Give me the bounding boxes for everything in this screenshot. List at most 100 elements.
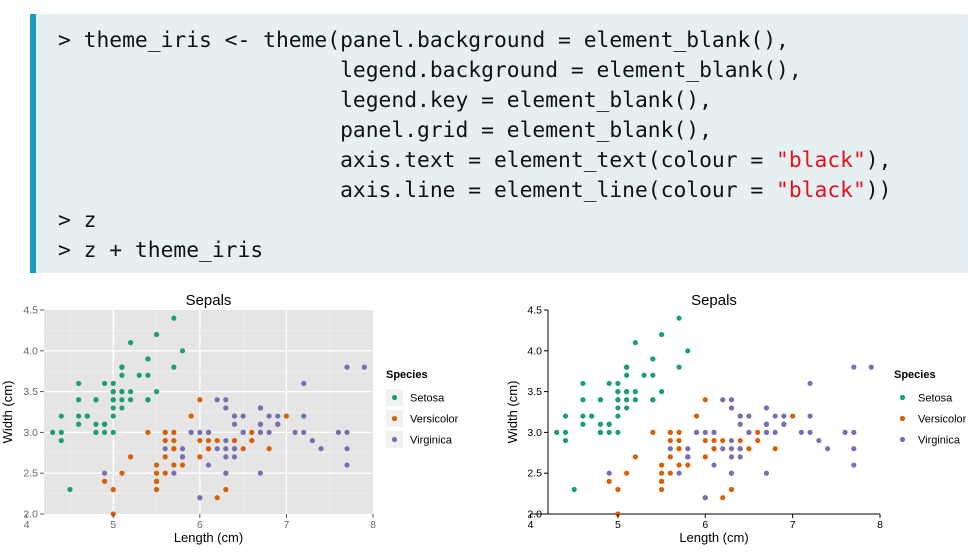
x-tick-label: 6 — [702, 519, 708, 531]
data-point-virginica — [344, 364, 350, 370]
data-point-setosa — [676, 315, 682, 321]
data-point-versicolor — [205, 446, 212, 452]
data-point-virginica — [301, 380, 307, 387]
data-point-versicolor — [772, 446, 778, 452]
data-point-versicolor — [171, 446, 177, 452]
data-point-virginica — [162, 446, 168, 452]
data-point-setosa — [145, 372, 151, 378]
data-point-virginica — [728, 397, 735, 403]
code-line: legend.key = element_blank(), — [58, 88, 712, 113]
data-point-versicolor — [223, 486, 229, 493]
data-point-setosa — [624, 364, 630, 370]
y-tick-label: 2.0 — [23, 509, 38, 521]
code-line: > theme_iris <- theme(panel.background =… — [58, 28, 789, 53]
data-point-virginica — [781, 421, 787, 427]
data-point-setosa — [127, 389, 134, 395]
data-point-versicolor — [188, 413, 194, 419]
data-point-virginica — [685, 446, 691, 452]
data-point-versicolor — [790, 413, 796, 419]
data-point-setosa — [110, 380, 116, 387]
data-point-setosa — [650, 356, 656, 362]
data-point-virginica — [763, 470, 770, 476]
data-point-virginica — [737, 454, 743, 460]
data-point-setosa — [127, 397, 134, 403]
y-tick-label: 2.5 — [527, 468, 542, 480]
data-point-setosa — [110, 413, 116, 419]
data-point-setosa — [624, 405, 630, 411]
data-point-virginica — [205, 462, 212, 468]
data-point-setosa — [76, 380, 82, 387]
data-point-virginica — [868, 364, 874, 370]
data-point-versicolor — [162, 437, 168, 444]
data-point-virginica — [197, 429, 203, 435]
data-point-setosa — [658, 389, 665, 395]
data-point-setosa — [580, 421, 586, 427]
data-point-virginica — [772, 429, 778, 435]
data-point-setosa — [76, 397, 82, 403]
data-point-versicolor — [615, 486, 621, 493]
data-point-virginica — [231, 446, 238, 452]
data-point-versicolor — [755, 437, 761, 444]
data-point-setosa — [50, 429, 56, 435]
data-point-setosa — [580, 413, 586, 419]
data-point-virginica — [266, 429, 272, 435]
data-point-setosa — [119, 364, 125, 370]
y-tick-label: 4.0 — [527, 345, 542, 357]
data-point-virginica — [693, 429, 700, 435]
data-point-versicolor — [676, 446, 682, 452]
data-point-virginica — [223, 454, 229, 460]
data-point-virginica — [746, 429, 752, 435]
data-point-setosa — [562, 429, 569, 435]
data-point-versicolor — [110, 511, 116, 517]
data-point-versicolor — [720, 437, 726, 444]
data-point-virginica — [676, 470, 682, 476]
data-point-versicolor — [162, 454, 168, 460]
y-tick-label: 3.5 — [23, 386, 38, 398]
data-point-virginica — [711, 429, 717, 435]
data-point-setosa — [554, 429, 560, 435]
data-point-setosa — [153, 331, 160, 338]
data-point-versicolor — [283, 413, 290, 419]
y-tick-label: 2.5 — [23, 468, 38, 480]
code-block: > theme_iris <- theme(panel.background =… — [30, 14, 968, 273]
data-point-virginica — [344, 429, 350, 435]
legend-key-setosa — [899, 394, 906, 401]
data-point-versicolor — [693, 413, 700, 419]
data-point-setosa — [632, 340, 638, 346]
data-point-virginica — [275, 421, 281, 427]
data-point-versicolor — [728, 486, 735, 493]
data-point-virginica — [257, 470, 264, 476]
data-point-virginica — [102, 470, 108, 476]
legend-label: Setosa — [918, 393, 953, 405]
data-point-setosa — [102, 429, 108, 435]
y-tick-label: 4.0 — [23, 345, 38, 357]
data-point-virginica — [240, 429, 246, 435]
data-point-versicolor — [145, 429, 151, 435]
data-point-versicolor — [615, 511, 621, 517]
y-tick-label: 4.5 — [23, 305, 38, 317]
data-point-versicolor — [153, 478, 160, 484]
data-point-setosa — [102, 380, 108, 387]
data-point-virginica — [266, 413, 272, 419]
legend-label: Versicolor — [410, 414, 459, 426]
data-point-versicolor — [153, 470, 160, 476]
data-point-versicolor — [153, 462, 160, 468]
data-point-virginica — [851, 446, 857, 452]
data-point-virginica — [179, 446, 186, 452]
data-point-setosa — [153, 389, 160, 395]
data-point-versicolor — [667, 429, 673, 435]
data-point-versicolor — [702, 437, 708, 444]
data-point-versicolor — [702, 397, 708, 403]
data-point-virginica — [240, 413, 246, 419]
data-point-setosa — [597, 397, 604, 403]
data-point-setosa — [127, 340, 134, 346]
data-point-versicolor — [171, 437, 177, 444]
data-point-virginica — [772, 413, 778, 419]
legend-label: Setosa — [410, 393, 445, 405]
data-point-setosa — [76, 421, 82, 427]
data-point-versicolor — [658, 462, 665, 468]
legend-title: Species — [894, 369, 936, 381]
data-point-virginica — [301, 413, 307, 419]
x-axis-label: Length (cm) — [679, 530, 748, 545]
x-tick-label: 7 — [283, 519, 289, 531]
